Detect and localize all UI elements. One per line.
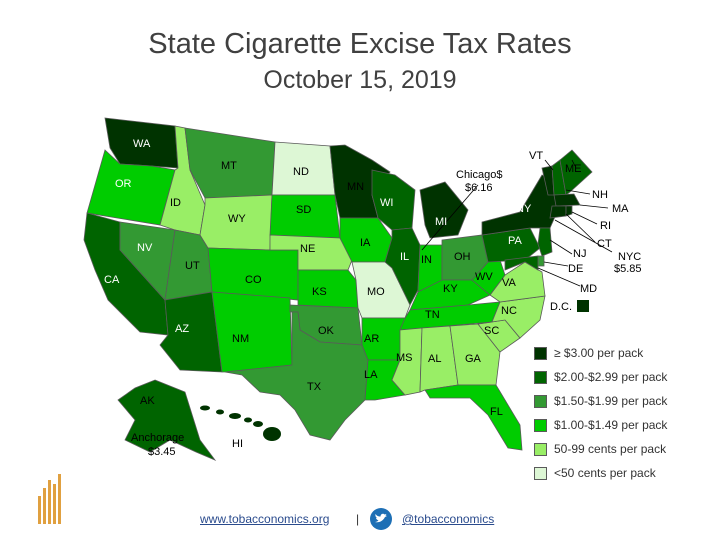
- state-fl: [424, 384, 523, 451]
- label-oh: OH: [454, 251, 471, 263]
- label-la: LA: [364, 369, 378, 381]
- callout-dc: D.C.: [550, 301, 572, 313]
- legend-label: ≥ $3.00 per pack: [554, 346, 644, 360]
- label-ok: OK: [318, 325, 335, 337]
- label-mn: MN: [347, 181, 364, 193]
- label-ky: KY: [443, 283, 458, 295]
- label-id: ID: [170, 197, 181, 209]
- label-wa: WA: [133, 138, 151, 150]
- label-wy: WY: [228, 213, 246, 225]
- label-ak: AK: [140, 395, 155, 407]
- label-de: DE: [568, 263, 583, 275]
- label-tx: TX: [307, 381, 322, 393]
- legend-swatch: [534, 371, 547, 384]
- website-link[interactable]: www.tobacconomics.org: [200, 512, 330, 526]
- callout-anchorage-line2: $3.45: [148, 446, 176, 458]
- state-sd: [269, 194, 341, 239]
- legend-label: <50 cents per pack: [554, 466, 656, 480]
- legend-swatch: [534, 443, 547, 456]
- state-ct: [549, 205, 567, 219]
- legend-label: $1.50-$1.99 per pack: [554, 394, 668, 408]
- state-tx: [224, 311, 369, 441]
- label-mo: MO: [367, 286, 385, 298]
- twitter-link[interactable]: @tobacconomics: [402, 512, 495, 526]
- label-vt: VT: [529, 150, 543, 162]
- legend-swatch: [534, 467, 547, 480]
- label-nv: NV: [137, 242, 153, 254]
- map-title: State Cigarette Excise Tax Rates: [148, 28, 572, 60]
- label-sc: SC: [484, 325, 499, 337]
- label-az: AZ: [175, 323, 189, 335]
- callout-anchorage-line1: Anchorage: [131, 432, 184, 444]
- label-hi: HI: [232, 438, 243, 450]
- label-mt: MT: [221, 160, 237, 172]
- callout-chicago-line1: Chicago$: [456, 169, 502, 181]
- legend-swatch: [534, 347, 547, 360]
- label-nm: NM: [232, 333, 249, 345]
- state-nj: [537, 227, 553, 257]
- label-ri: RI: [600, 220, 611, 232]
- label-or: OR: [115, 178, 132, 190]
- state-ri: [565, 205, 573, 217]
- label-co: CO: [245, 274, 262, 286]
- legend-label: $2.00-$2.99 per pack: [554, 370, 668, 384]
- legend-swatch: [534, 395, 547, 408]
- label-me: ME: [565, 163, 582, 175]
- legend-label: 50-99 cents per pack: [554, 442, 667, 456]
- legend-swatch: [534, 419, 547, 432]
- label-ia: IA: [360, 237, 371, 249]
- state-md: [504, 255, 539, 271]
- label-in: IN: [421, 254, 432, 266]
- label-nh: NH: [592, 189, 608, 201]
- label-fl: FL: [490, 406, 503, 418]
- callout-nyc-line1: NYC: [618, 251, 641, 263]
- label-wv: WV: [475, 271, 493, 283]
- label-ma: MA: [612, 203, 629, 215]
- callout-lines: [421, 159, 613, 287]
- label-wi: WI: [380, 197, 393, 209]
- state-hi: [200, 405, 281, 441]
- callout-nyc-line2: $5.85: [614, 263, 642, 275]
- dc-swatch: [577, 300, 589, 312]
- state-il: [384, 227, 421, 306]
- state-ak: [117, 379, 217, 461]
- state-me: [559, 149, 593, 196]
- twitter-icon: [370, 508, 392, 530]
- label-ms: MS: [396, 352, 413, 364]
- label-ne: NE: [300, 243, 315, 255]
- state-de: [537, 255, 545, 267]
- label-al: AL: [428, 353, 441, 365]
- label-ks: KS: [312, 286, 327, 298]
- label-ut: UT: [185, 260, 200, 272]
- label-mi: MI: [435, 216, 447, 228]
- label-ga: GA: [465, 353, 482, 365]
- label-sd: SD: [296, 204, 311, 216]
- label-ny: NY: [516, 203, 532, 215]
- footer-separator: |: [356, 512, 360, 526]
- callout-chicago-line2: $6.16: [465, 182, 493, 194]
- label-pa: PA: [508, 235, 523, 247]
- label-nc: NC: [501, 305, 517, 317]
- label-va: VA: [502, 277, 517, 289]
- label-tn: TN: [425, 309, 440, 321]
- label-md: MD: [580, 283, 597, 295]
- state-ks: [297, 269, 359, 309]
- state-wv: [471, 259, 506, 296]
- label-nd: ND: [293, 166, 309, 178]
- label-il: IL: [400, 251, 409, 263]
- state-ga: [449, 323, 501, 386]
- label-nj: NJ: [573, 248, 586, 260]
- label-ar: AR: [364, 333, 379, 345]
- map-subtitle: October 15, 2019: [263, 66, 457, 94]
- state-az: [159, 291, 223, 373]
- state-ma: [553, 193, 581, 207]
- legend-label: $1.00-$1.49 per pack: [554, 418, 668, 432]
- label-ca: CA: [104, 274, 120, 286]
- label-ct: CT: [597, 238, 612, 250]
- state-nm: [211, 291, 293, 373]
- state-mi: [419, 181, 469, 239]
